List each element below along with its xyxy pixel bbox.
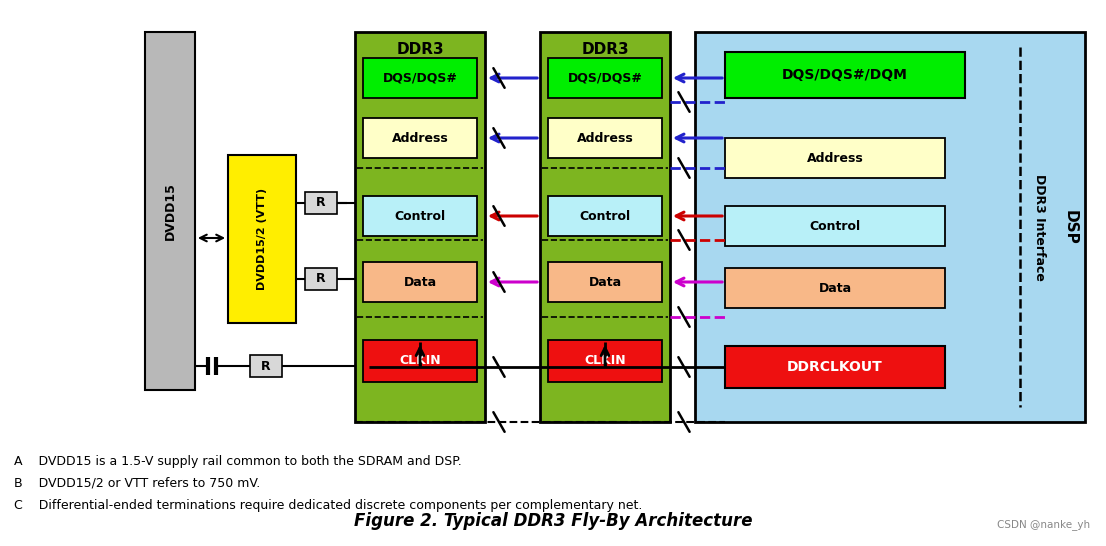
Text: R: R [316,272,326,286]
Bar [547,196,662,236]
Text: DSP: DSP [1063,210,1077,245]
Bar [228,155,296,323]
Bar [726,206,945,246]
Text: R: R [316,197,326,210]
Text: Figure 2. Typical DDR3 Fly-By Architecture: Figure 2. Typical DDR3 Fly-By Architectu… [354,512,752,530]
Text: Address: Address [576,132,634,145]
Text: CSDN @nanke_yh: CSDN @nanke_yh [997,519,1091,530]
Text: DQS/DQS#: DQS/DQS# [567,72,643,85]
Bar [726,52,966,98]
Text: Data: Data [818,282,852,294]
Text: DQS/DQS#: DQS/DQS# [383,72,458,85]
Bar [547,58,662,98]
Text: DVDD15: DVDD15 [164,182,177,240]
Text: B    DVDD15/2 or VTT refers to 750 mV.: B DVDD15/2 or VTT refers to 750 mV. [14,477,260,490]
Bar [726,346,945,388]
Text: CLKIN: CLKIN [584,354,626,367]
Text: Control: Control [395,210,446,223]
Text: A    DVDD15 is a 1.5-V supply rail common to both the SDRAM and DSP.: A DVDD15 is a 1.5-V supply rail common t… [14,455,461,468]
Bar [547,118,662,158]
Bar [695,32,1085,422]
Text: DDR3: DDR3 [581,43,629,57]
Text: CLKIN: CLKIN [399,354,441,367]
Bar [145,32,195,390]
Text: Data: Data [404,276,437,288]
Text: R: R [261,359,271,372]
Text: Address: Address [392,132,448,145]
Text: Data: Data [588,276,622,288]
Bar [363,58,477,98]
Text: DDR3: DDR3 [396,43,444,57]
Text: DQS/DQS#/DQM: DQS/DQS#/DQM [782,68,908,82]
Bar [726,138,945,178]
Bar [363,340,477,382]
Text: C    Differential-ended terminations require dedicated discrete components per c: C Differential-ended terminations requir… [14,499,643,512]
Bar [363,262,477,302]
Bar [547,340,662,382]
Text: Control: Control [810,219,860,233]
Bar [547,262,662,302]
Bar [250,355,282,377]
Bar [305,268,337,290]
Bar [305,192,337,214]
Bar [726,268,945,308]
Text: Address: Address [806,151,864,164]
Text: DVDD15/2 (VTT): DVDD15/2 (VTT) [257,188,267,290]
Bar [540,32,670,422]
Text: Control: Control [580,210,630,223]
Bar [363,196,477,236]
Bar [355,32,486,422]
Bar [363,118,477,158]
Text: DDR3 Interface: DDR3 Interface [1033,174,1046,281]
Text: DDRCLKOUT: DDRCLKOUT [787,360,883,374]
